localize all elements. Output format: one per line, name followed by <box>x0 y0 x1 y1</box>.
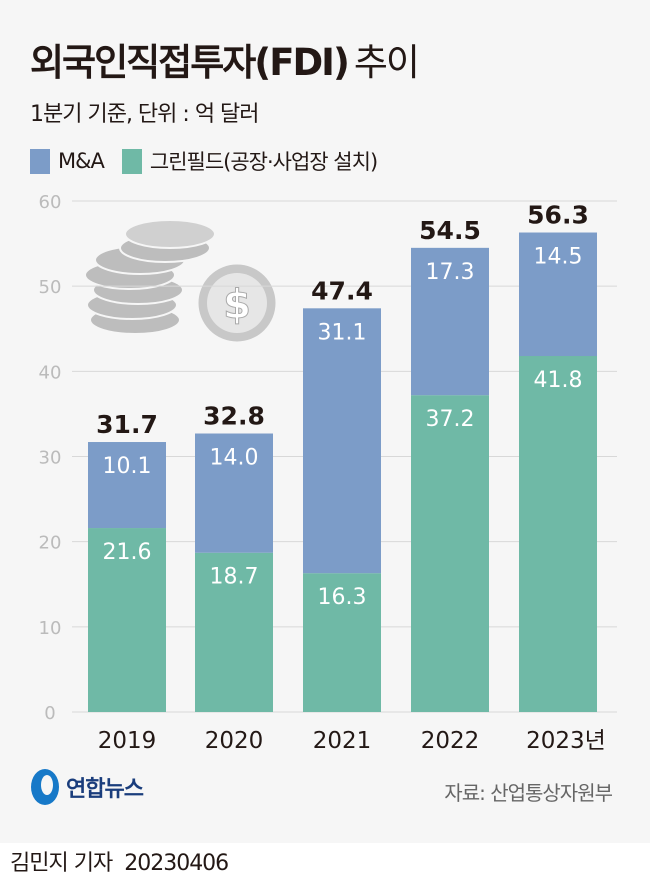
x-tick-label: 2020 <box>205 728 264 754</box>
x-tick-label: 2023년 <box>526 728 606 754</box>
legend-swatch-greenfield <box>121 148 142 174</box>
author: 김민지 기자 <box>10 851 113 876</box>
y-tick-label: 20 <box>39 533 62 554</box>
legend-label-greenfield: 그린필드(공장·사업장 설치) <box>149 150 378 174</box>
value-label-ma: 10.1 <box>103 454 152 479</box>
x-tick-label: 2019 <box>98 728 157 754</box>
y-tick-label: 60 <box>39 192 62 213</box>
y-tick-label: 0 <box>44 703 55 724</box>
bar-ma-2019 <box>88 442 166 529</box>
dollar-icon: $ <box>223 282 251 328</box>
source: 자료: 산업통상자원부 <box>444 781 613 805</box>
value-label-ma: 14.5 <box>534 245 583 270</box>
bar-ma-2021 <box>303 308 381 574</box>
x-tick-label: 2022 <box>421 728 480 754</box>
bar-ma-2023년 <box>519 232 597 357</box>
total-label: 31.7 <box>96 410 158 439</box>
bar-greenfield-2021 <box>303 573 381 712</box>
coins-illustration: $ <box>84 219 279 345</box>
total-label: 47.4 <box>311 276 373 305</box>
y-tick-label: 50 <box>39 277 62 298</box>
value-label-ma: 14.0 <box>210 446 259 471</box>
chart-title: 외국인직접투자(FDI) 추이 <box>30 32 420 86</box>
bar-greenfield-2019 <box>88 528 166 712</box>
yonhap-logo-icon <box>31 769 59 805</box>
bar-greenfield-2020 <box>195 552 273 712</box>
y-tick-label: 30 <box>39 448 62 469</box>
title-suffix: 추이 <box>353 41 420 84</box>
bar-greenfield-2022 <box>411 395 489 712</box>
bar-chart: $ 0 10 20 30 40 50 60 21.6 10.1 31.7 2019 18.7 14.0… <box>39 192 617 754</box>
byline: 김민지 기자 20230406 <box>10 845 240 877</box>
total-label: 56.3 <box>527 201 589 230</box>
bar-ma-2020 <box>195 433 273 553</box>
bar-greenfield-2023년 <box>519 356 597 712</box>
legend-label-ma: M&A <box>58 149 105 173</box>
bar-ma-2022 <box>411 247 489 396</box>
y-tick-label: 40 <box>39 362 62 383</box>
value-label-greenfield: 41.8 <box>534 368 583 393</box>
value-label-greenfield: 37.2 <box>426 407 475 432</box>
date: 20230406 <box>124 851 229 876</box>
value-label-greenfield: 18.7 <box>210 565 259 590</box>
y-tick-label: 10 <box>39 618 62 639</box>
value-label-greenfield: 16.3 <box>318 585 367 610</box>
value-label-greenfield: 21.6 <box>103 540 152 565</box>
yonhap-logo: 연합뉴스 <box>28 768 144 806</box>
total-label: 54.5 <box>419 216 481 245</box>
legend-swatch-ma <box>30 148 50 174</box>
legend: M&A 그린필드(공장·사업장 설치) <box>30 146 378 176</box>
total-label: 32.8 <box>203 402 265 431</box>
value-label-ma: 17.3 <box>426 260 475 285</box>
x-tick-label: 2021 <box>313 728 372 754</box>
subtitle: 1분기 기준, 단위 : 억 달러 <box>30 102 260 127</box>
value-label-ma: 31.1 <box>318 320 367 345</box>
title-main: 외국인직접투자(FDI) <box>30 41 350 84</box>
logo-text: 연합뉴스 <box>66 777 144 802</box>
